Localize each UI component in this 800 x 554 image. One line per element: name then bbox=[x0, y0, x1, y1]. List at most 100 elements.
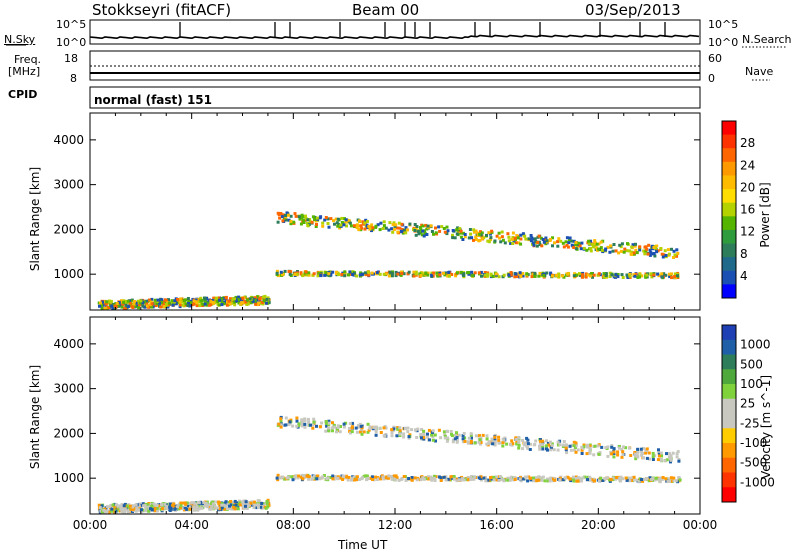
power-cell bbox=[390, 227, 394, 231]
power-cell bbox=[237, 295, 241, 299]
power-cell bbox=[308, 220, 312, 224]
velocity-cell bbox=[601, 479, 605, 482]
velocity-cell bbox=[345, 475, 349, 479]
velocity-cell bbox=[443, 434, 447, 438]
velocity-cell bbox=[514, 436, 518, 440]
power-cell bbox=[417, 232, 421, 236]
velocity-cell bbox=[379, 431, 383, 434]
velocity-cell bbox=[497, 435, 501, 439]
power-frame bbox=[89, 112, 701, 311]
velocity-cell bbox=[446, 477, 450, 481]
velocity-cell bbox=[431, 429, 435, 433]
power-cell bbox=[310, 220, 314, 224]
velocity-cell bbox=[582, 443, 586, 447]
velocity-cell bbox=[443, 433, 447, 437]
velocity-cell bbox=[572, 479, 576, 483]
power-cell bbox=[258, 296, 262, 300]
power-cell bbox=[323, 218, 327, 222]
power-cell bbox=[467, 271, 470, 274]
velocity-cell bbox=[571, 477, 575, 481]
velocity-cell bbox=[420, 428, 424, 431]
power-cell bbox=[519, 242, 523, 246]
power-cell bbox=[244, 300, 248, 304]
power-cell bbox=[368, 225, 372, 229]
power-cell bbox=[566, 272, 570, 276]
power-cell bbox=[494, 272, 498, 276]
velocity-cell bbox=[522, 477, 526, 481]
power-cell bbox=[361, 220, 365, 224]
x-tick-label-1: 04:00 bbox=[174, 518, 209, 532]
power-cell bbox=[445, 225, 449, 229]
power-cell bbox=[170, 299, 174, 303]
velocity-cell bbox=[597, 479, 601, 483]
power-cell bbox=[203, 302, 207, 306]
velocity-cell bbox=[661, 476, 665, 479]
velocity-cell bbox=[316, 474, 320, 478]
velocity-cell bbox=[538, 439, 542, 443]
power-cell bbox=[425, 233, 429, 236]
power-cell bbox=[618, 243, 622, 247]
power-cell bbox=[660, 272, 664, 276]
power-cell bbox=[275, 271, 279, 275]
power-cell bbox=[509, 273, 513, 277]
power-cell bbox=[299, 271, 303, 275]
velocity-colorbar-tick-1: 500 bbox=[740, 357, 763, 371]
velocity-cell bbox=[586, 445, 590, 449]
velocity-cell bbox=[469, 441, 473, 445]
velocity-cell bbox=[257, 505, 260, 509]
velocity-cell bbox=[454, 433, 457, 437]
power-cell bbox=[542, 273, 546, 277]
velocity-cell bbox=[561, 443, 565, 447]
velocity-cell bbox=[383, 434, 387, 438]
power-cell bbox=[253, 296, 257, 300]
power-cell bbox=[659, 247, 663, 250]
power-cell bbox=[489, 272, 493, 276]
velocity-cell bbox=[642, 456, 645, 460]
velocity-cell bbox=[252, 502, 256, 506]
power-cell bbox=[340, 273, 344, 276]
velocity-cell bbox=[588, 475, 592, 479]
velocity-cell bbox=[588, 478, 592, 482]
power-cell bbox=[363, 227, 367, 231]
velocity-cell bbox=[564, 446, 568, 450]
velocity-cell bbox=[650, 478, 654, 481]
velocity-cell bbox=[392, 427, 396, 431]
velocity-cell bbox=[300, 418, 304, 422]
velocity-cell bbox=[335, 430, 338, 434]
velocity-cell bbox=[548, 440, 552, 444]
velocity-cell bbox=[307, 477, 311, 481]
power-cell bbox=[456, 226, 460, 230]
power-cell bbox=[471, 274, 475, 278]
power-cell bbox=[150, 305, 154, 309]
velocity-colorbar-swatch-11 bbox=[722, 487, 736, 503]
power-cell bbox=[459, 229, 463, 233]
velocity-cell bbox=[466, 476, 470, 479]
power-cell bbox=[329, 217, 333, 221]
velocity-cell bbox=[188, 507, 192, 511]
velocity-cell bbox=[360, 432, 364, 436]
power-cell bbox=[365, 223, 369, 227]
velocity-cell bbox=[129, 507, 133, 511]
velocity-cell bbox=[136, 508, 140, 512]
power-cell bbox=[444, 271, 448, 275]
velocity-cell bbox=[437, 428, 441, 432]
velocity-cell bbox=[368, 476, 372, 480]
power-cell bbox=[622, 250, 626, 254]
velocity-cell bbox=[395, 476, 399, 480]
power-cell bbox=[304, 217, 308, 221]
power-cell bbox=[570, 243, 574, 247]
power-cell bbox=[537, 234, 541, 238]
x-tick-label-2: 08:00 bbox=[276, 518, 311, 532]
velocity-cell bbox=[161, 505, 165, 509]
power-cell bbox=[134, 301, 138, 305]
velocity-cell bbox=[549, 477, 552, 481]
velocity-cell bbox=[576, 448, 580, 452]
power-cell bbox=[557, 275, 561, 278]
power-cell bbox=[402, 228, 406, 232]
power-cell bbox=[614, 273, 618, 277]
power-cell bbox=[233, 303, 237, 307]
velocity-cell bbox=[415, 436, 419, 439]
velocity-cell bbox=[659, 451, 663, 455]
power-cell bbox=[419, 228, 423, 232]
power-cell bbox=[604, 274, 608, 277]
